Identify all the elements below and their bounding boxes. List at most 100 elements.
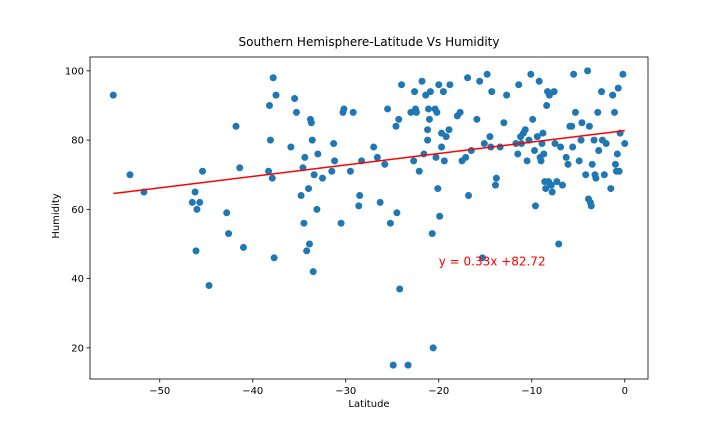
y-tick-label: 100 [65, 66, 84, 77]
data-point [188, 198, 196, 206]
data-point [578, 119, 586, 127]
data-point [540, 150, 548, 158]
data-point [602, 140, 610, 148]
data-point [588, 160, 596, 168]
data-point [464, 74, 472, 82]
data-point [412, 108, 420, 116]
data-point [319, 174, 326, 182]
data-point [384, 105, 392, 113]
data-point [307, 119, 315, 127]
data-point [287, 143, 295, 151]
data-point [585, 122, 593, 130]
data-point [473, 115, 481, 123]
data-point [232, 122, 240, 130]
data-point [462, 153, 470, 161]
data-point [521, 126, 529, 134]
data-point [410, 157, 418, 165]
data-point [577, 136, 585, 144]
data-point [564, 160, 572, 168]
data-point [555, 240, 563, 248]
data-point [415, 167, 423, 175]
data-point [300, 219, 308, 227]
data-point [613, 150, 621, 158]
x-tick-label: −50 [149, 386, 170, 397]
data-point [531, 146, 539, 154]
data-point [314, 150, 322, 158]
data-point [270, 254, 278, 262]
data-point [539, 129, 547, 137]
data-point [558, 181, 566, 189]
data-point [389, 361, 397, 369]
data-point [619, 70, 627, 78]
data-point [476, 77, 484, 85]
data-point [308, 136, 316, 144]
y-tick-label: 40 [71, 274, 84, 285]
data-point [523, 157, 531, 165]
plot-frame [89, 56, 649, 380]
data-point [486, 133, 494, 141]
data-point [433, 108, 441, 116]
plot-background [90, 57, 648, 379]
data-point [446, 81, 454, 89]
data-point [349, 108, 357, 116]
data-point [236, 164, 244, 172]
data-point [527, 70, 535, 78]
data-point [584, 67, 592, 75]
data-point [607, 185, 615, 193]
data-point [492, 174, 500, 182]
data-point [381, 160, 389, 168]
data-point [370, 143, 378, 151]
data-point [533, 133, 541, 141]
data-point [126, 171, 134, 179]
data-point [239, 243, 247, 251]
data-point [500, 119, 508, 127]
data-point [292, 108, 300, 116]
y-tick-label: 20 [71, 343, 84, 354]
data-point [192, 247, 200, 255]
data-point [432, 153, 440, 161]
data-point [269, 74, 277, 82]
scatter-points [109, 67, 629, 369]
data-point [424, 126, 432, 134]
data-point [337, 219, 345, 227]
data-point [587, 202, 595, 210]
data-point [543, 101, 551, 109]
data-point [569, 143, 577, 151]
data-point [491, 181, 499, 189]
data-point [355, 202, 363, 210]
data-point [594, 108, 602, 116]
data-point [425, 105, 433, 113]
data-point [425, 115, 433, 123]
data-point [428, 230, 436, 238]
data-point [196, 198, 204, 206]
data-point [537, 157, 545, 165]
data-point [488, 88, 496, 96]
data-point [529, 115, 537, 123]
data-point [592, 174, 600, 182]
data-point [571, 108, 579, 116]
regression-line [113, 129, 625, 195]
data-point [515, 81, 523, 89]
data-point [434, 185, 442, 193]
data-point [272, 91, 280, 99]
data-point [291, 95, 299, 103]
y-axis: 20 40 60 80 100 [65, 66, 90, 354]
data-point [598, 88, 605, 96]
data-point [553, 178, 561, 186]
data-point [426, 88, 434, 96]
data-point [568, 122, 576, 130]
data-point [303, 247, 311, 255]
data-point [310, 171, 318, 179]
data-point [346, 167, 354, 175]
data-point [331, 157, 339, 165]
data-point [373, 153, 381, 161]
data-point [442, 133, 450, 141]
data-point [392, 122, 400, 130]
data-point [551, 140, 559, 148]
data-point [600, 171, 608, 179]
data-point [305, 240, 313, 248]
data-point [305, 185, 313, 193]
chart-title: Southern Hemisphere-Latitude Vs Humidity [239, 35, 500, 49]
data-point [225, 230, 233, 238]
data-point [514, 150, 522, 158]
